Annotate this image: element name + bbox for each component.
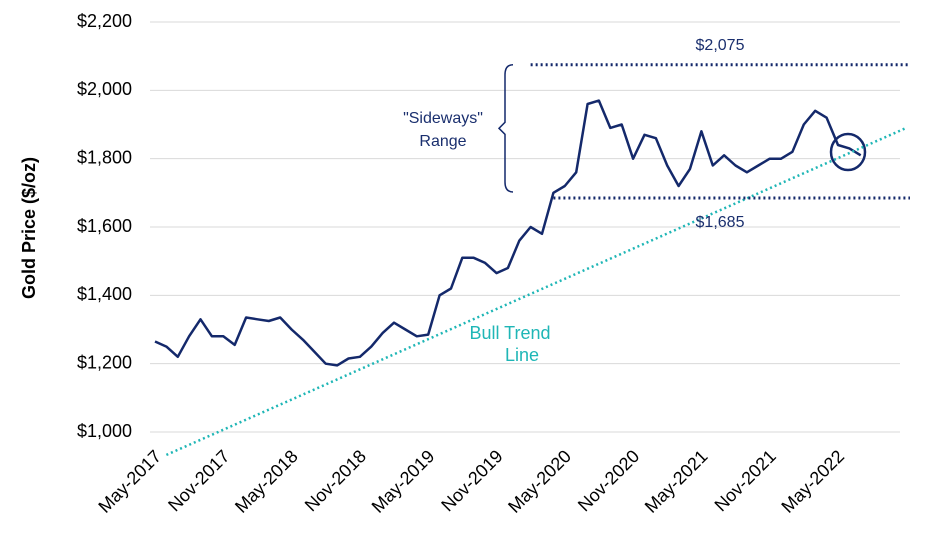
plot — [154, 99, 862, 367]
range-label: "Sideways" — [403, 110, 483, 127]
x-tick-label: May-2019 — [368, 446, 439, 517]
highlight-circle — [829, 132, 867, 172]
x-tick-label: Nov-2019 — [437, 446, 506, 515]
grid — [150, 21, 900, 433]
level-label: $2,075 — [696, 37, 745, 54]
x-tick-label: Nov-2017 — [164, 446, 233, 515]
y-tick-label: $1,200 — [77, 352, 132, 372]
x-tick-label: May-2020 — [504, 446, 575, 517]
price-line — [154, 99, 862, 367]
x-tick-label: May-2022 — [777, 446, 848, 517]
y-tick-label: $1,000 — [77, 421, 132, 441]
x-tick-label: May-2021 — [641, 446, 712, 517]
y-tick-label: $1,800 — [77, 147, 132, 167]
trend-label: Bull Trend — [469, 323, 550, 343]
y-tick-label: $2,000 — [77, 79, 132, 99]
level-label: $1,685 — [696, 214, 745, 231]
trend-label: Line — [505, 345, 539, 365]
y-tick-label: $2,200 — [77, 11, 132, 31]
y-axis-title: Gold Price ($/oz) — [19, 157, 39, 299]
y-tick-label: $1,400 — [77, 284, 132, 304]
y-tick-label: $1,600 — [77, 216, 132, 236]
range-bracket — [497, 63, 514, 193]
x-tick-label: Nov-2018 — [301, 446, 370, 515]
x-tick-label: Nov-2020 — [574, 446, 643, 515]
x-tick-label: May-2017 — [94, 446, 165, 517]
trend-line — [165, 126, 907, 457]
x-tick-label: Nov-2021 — [711, 446, 780, 515]
range-label: Range — [419, 133, 466, 150]
x-tick-label: May-2018 — [231, 446, 302, 517]
